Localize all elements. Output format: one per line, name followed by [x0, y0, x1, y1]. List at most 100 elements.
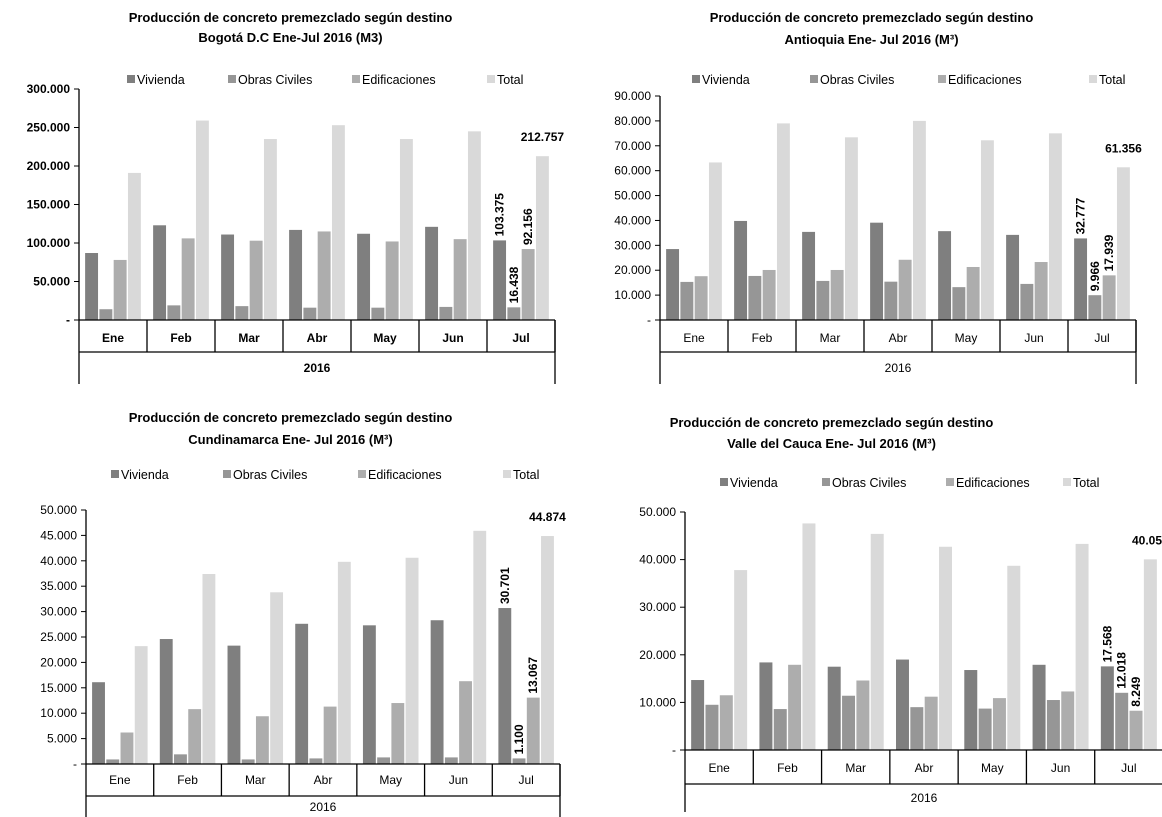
y-tick-label: 60.000 [614, 164, 651, 178]
x-category-label: Abr [314, 773, 333, 787]
bar-obras-civiles-ene [106, 759, 120, 764]
bar-vivienda-jun [430, 620, 444, 764]
bar-total-feb [802, 523, 816, 750]
legend-label: Edificaciones [368, 468, 442, 482]
data-label-obras-civiles: 9.966 [1088, 261, 1102, 291]
chart-bogota: Producción de concreto premezclado según… [0, 0, 581, 400]
bar-total-jul [1116, 167, 1130, 320]
chart-title-line2: Bogotá D.C Ene-Jul 2016 (M3) [198, 30, 382, 45]
y-tick-label: 200.000 [27, 159, 71, 173]
legend-label: Vivienda [137, 73, 185, 87]
x-category-label: Jul [518, 773, 533, 787]
x-group-label: 2016 [304, 361, 331, 375]
bar-edificaciones-may [992, 698, 1006, 750]
x-category-label: May [379, 773, 402, 787]
y-tick-label: 50.000 [614, 189, 651, 203]
y-tick-label: 40.000 [614, 213, 651, 227]
bar-obras-civiles-jul [1115, 692, 1129, 750]
bar-edificaciones-may [391, 703, 405, 764]
x-category-label: Abr [915, 761, 934, 775]
bar-edificaciones-jun [453, 239, 467, 320]
bar-edificaciones-feb [788, 664, 802, 750]
legend-swatch [228, 75, 236, 83]
bar-obras-civiles-abr [309, 758, 323, 764]
bar-vivienda-jun [425, 226, 439, 320]
bar-obras-civiles-ene [705, 704, 719, 750]
bar-vivienda-ene [691, 680, 705, 750]
bar-edificaciones-may [385, 241, 399, 320]
data-label-obras-civiles: 1.100 [512, 724, 526, 754]
x-category-label: Ene [683, 331, 705, 345]
y-tick-label: 40.000 [40, 554, 77, 568]
bar-total-mar [844, 137, 858, 320]
bar-obras-civiles-ene [99, 309, 113, 320]
x-category-label: Mar [845, 761, 866, 775]
bar-obras-civiles-may [978, 708, 992, 750]
bar-edificaciones-abr [924, 696, 938, 750]
bar-edificaciones-jun [1061, 691, 1075, 750]
x-group-label: 2016 [885, 361, 912, 375]
bar-edificaciones-jul [521, 249, 535, 320]
legend-item-vivienda: Vivienda [692, 73, 750, 87]
bar-obras-civiles-jul [512, 758, 526, 764]
legend-item-obras-civiles: Obras Civiles [223, 468, 307, 482]
y-tick-label: 90.000 [614, 89, 651, 103]
legend-label: Obras Civiles [238, 73, 312, 87]
legend-item-edificaciones: Edificaciones [938, 73, 1022, 87]
data-label-total: 40.052 [1132, 533, 1162, 547]
bar-total-abr [939, 546, 952, 750]
y-tick-label: 50.000 [33, 275, 70, 289]
y-tick-label: 150.000 [27, 198, 71, 212]
bar-edificaciones-jun [1034, 262, 1048, 320]
bar-total-mar [263, 139, 277, 320]
bar-vivienda-may [362, 625, 376, 764]
legend-swatch [111, 470, 119, 478]
x-category-label: Mar [820, 331, 841, 345]
data-label-obras-civiles: 12.018 [1115, 652, 1129, 689]
chart-title-line1: Producción de concreto premezclado según… [129, 410, 453, 425]
y-tick-label: 50.000 [40, 503, 77, 517]
x-group-label: 2016 [310, 800, 337, 814]
y-tick-label: 70.000 [614, 139, 651, 153]
y-tick-label: 10.000 [639, 695, 676, 709]
x-category-label: Ene [708, 761, 730, 775]
bar-vivienda-jul [1100, 666, 1114, 750]
x-category-label: Mar [238, 331, 260, 345]
bar-vivienda-may [357, 233, 371, 320]
bar-edificaciones-ene [719, 695, 733, 750]
bar-edificaciones-feb [762, 269, 776, 320]
bar-edificaciones-mar [249, 240, 263, 320]
bar-edificaciones-ene [113, 259, 127, 320]
bar-obras-civiles-mar [241, 759, 255, 764]
y-tick-label: - [672, 743, 676, 757]
bar-total-jun [1075, 543, 1089, 750]
bar-total-ene [134, 646, 148, 764]
legend-item-vivienda: Vivienda [111, 468, 169, 482]
bar-edificaciones-abr [323, 706, 337, 764]
data-label-edificaciones: 8.249 [1129, 676, 1143, 706]
data-label-total: 61.356 [1105, 141, 1142, 155]
x-category-label: Feb [752, 331, 773, 345]
legend-swatch [503, 470, 511, 478]
data-label-vivienda: 32.777 [1074, 197, 1088, 234]
bar-obras-civiles-feb [174, 754, 187, 764]
bar-edificaciones-jul [1129, 710, 1143, 750]
y-tick-label: 40.000 [639, 553, 676, 567]
bar-total-may [399, 139, 413, 320]
y-tick-label: 20.000 [639, 648, 676, 662]
bar-obras-civiles-jul [507, 307, 521, 320]
bar-total-ene [708, 162, 722, 320]
legend-item-edificaciones: Edificaciones [946, 476, 1030, 490]
bar-obras-civiles-mar [816, 280, 830, 320]
bar-obras-civiles-abr [303, 307, 317, 320]
chart-title-line2: Antioquia Ene- Jul 2016 (M³) [784, 32, 958, 47]
bar-obras-civiles-jun [439, 306, 453, 320]
legend-label: Edificaciones [956, 476, 1030, 490]
chart-svg: Producción de concreto premezclado según… [639, 415, 1162, 812]
x-category-label: Ene [109, 773, 131, 787]
x-category-label: Jul [1121, 761, 1136, 775]
chart-title-line2: Valle del Cauca Ene- Jul 2016 (M³) [727, 436, 936, 451]
bar-edificaciones-jun [459, 681, 472, 764]
x-category-label: Abr [307, 331, 328, 345]
bar-total-jun [1048, 133, 1062, 320]
